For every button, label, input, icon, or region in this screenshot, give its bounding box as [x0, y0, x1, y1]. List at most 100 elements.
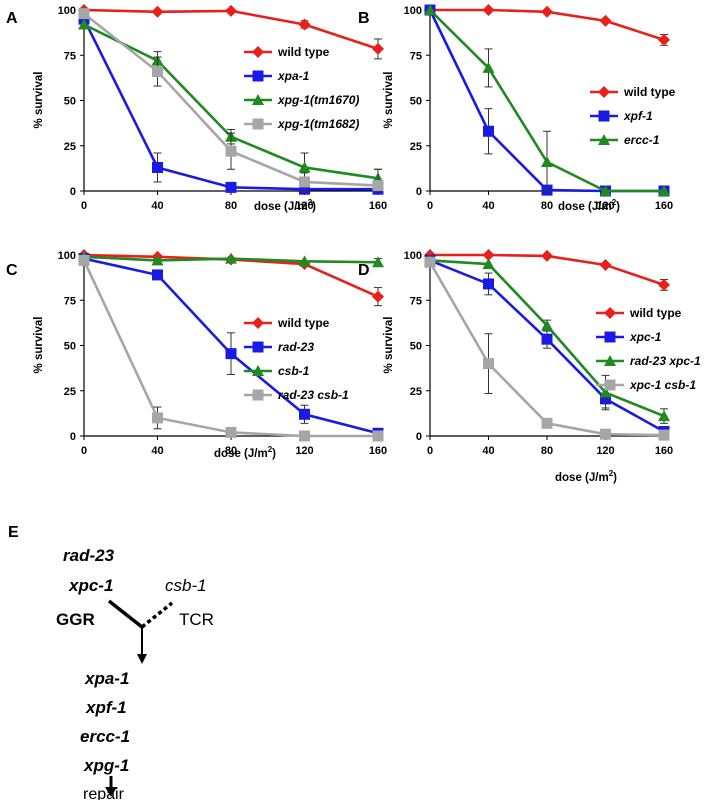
y-tick-label: 100	[404, 5, 422, 17]
y-tick-label: 75	[64, 50, 76, 62]
data-point	[372, 256, 384, 268]
legend-entry: xpc-1 csb-1	[596, 378, 696, 392]
data-point	[372, 290, 384, 303]
data-point	[78, 18, 90, 30]
core-gene-ercc-1: ercc-1	[80, 727, 130, 746]
x-axis-label: dose (J/m2)	[558, 198, 620, 213]
y-axis-label: % survival	[33, 72, 45, 129]
y-tick-label: 75	[410, 295, 422, 307]
legend-label: xpc-1	[629, 330, 662, 344]
chart-panel-a: A 0 25 50 75 100 0 40 80 120 160 % survival dose (J/…	[6, 4, 387, 213]
x-axis-label: dose (J/m2)	[214, 445, 276, 460]
y-tick-label: 50	[64, 96, 76, 108]
y-tick-label: 50	[410, 341, 422, 353]
data-point	[152, 66, 163, 78]
x-tick-label: 80	[541, 445, 553, 457]
data-point	[482, 4, 495, 16]
data-point	[541, 417, 553, 429]
data-point	[78, 254, 90, 266]
tcr-branch-line	[140, 601, 174, 629]
data-point	[599, 14, 612, 27]
ggr-branch-line	[107, 599, 144, 629]
y-tick-label: 50	[410, 96, 422, 108]
data-point	[483, 278, 494, 290]
data-point	[225, 4, 237, 17]
x-tick-label: 120	[295, 200, 313, 212]
data-point	[78, 8, 90, 20]
panel-letter-d: D	[358, 262, 370, 279]
data-point	[152, 269, 163, 281]
data-point	[298, 18, 311, 31]
core-gene-xpa-1: xpa-1	[84, 669, 129, 688]
legend-marker	[252, 365, 264, 376]
y-tick-label: 0	[416, 186, 422, 198]
ggr-gene-rad-23: rad-23	[63, 546, 115, 565]
data-point	[225, 145, 237, 157]
y-axis-label: % survival	[33, 317, 45, 374]
series-xpc-1	[424, 254, 670, 437]
y-tick-label: 75	[64, 295, 76, 307]
series-rad-23-xpc-1	[424, 254, 670, 424]
data-point	[482, 61, 495, 73]
y-tick-label: 0	[416, 431, 422, 443]
series-xpg-1-tm1682-	[78, 8, 384, 192]
legend-label: xpc-1 csb-1	[629, 378, 696, 392]
data-point	[599, 258, 612, 271]
x-tick-label: 120	[596, 445, 614, 457]
x-tick-label: 40	[482, 445, 494, 457]
legend-marker	[598, 134, 610, 145]
y-axis-label: % survival	[383, 317, 395, 374]
data-point	[225, 426, 237, 438]
data-point	[482, 249, 495, 261]
legend-entry: ercc-1	[590, 133, 660, 147]
data-point	[151, 254, 164, 266]
data-point	[541, 319, 553, 331]
legend-label: rad-23	[278, 340, 314, 354]
legend-label: ercc-1	[624, 133, 660, 147]
x-tick-label: 0	[81, 200, 87, 212]
core-arrow-head	[137, 654, 147, 664]
legend-entry: xpa-1	[244, 69, 310, 83]
legend-entry: xpf-1	[590, 109, 653, 123]
legend-label: wild type	[277, 316, 330, 330]
data-point	[658, 410, 670, 422]
x-tick-label: 40	[151, 445, 163, 457]
tcr-gene-csb-1: csb-1	[165, 576, 207, 595]
y-tick-label: 100	[404, 250, 422, 262]
data-point	[299, 408, 310, 420]
legend-label: rad-23 csb-1	[278, 388, 349, 402]
ggr-gene-xpc-1: xpc-1	[68, 576, 113, 595]
series-wild-type	[78, 4, 384, 60]
x-tick-label: 0	[427, 445, 433, 457]
legend-marker	[598, 110, 610, 122]
data-point	[483, 358, 494, 370]
legend-label: wild type	[277, 45, 330, 59]
legend-entry: wild type	[596, 306, 682, 320]
core-gene-xpg-1: xpg-1	[83, 756, 129, 775]
chart-panel-b: B 0 25 50 75 100 0 40 80 120 160 % survival dose (J/…	[358, 4, 676, 213]
legend-marker	[252, 94, 264, 105]
legend-entry: rad-23 csb-1	[244, 388, 349, 402]
data-point	[482, 258, 495, 270]
x-tick-label: 40	[151, 200, 163, 212]
y-tick-label: 25	[410, 386, 422, 398]
legend-entry: xpc-1	[596, 330, 662, 344]
data-point	[298, 161, 311, 173]
repair-arrow-head	[105, 787, 117, 797]
y-tick-label: 50	[64, 341, 76, 353]
series-ercc-1	[424, 4, 670, 196]
data-point	[372, 42, 384, 55]
legend-entry: xpg-1(tm1670)	[244, 93, 359, 107]
x-axis-label: dose (J/m2)	[254, 198, 316, 213]
data-point	[424, 256, 436, 268]
data-point	[658, 429, 670, 441]
data-point	[299, 430, 310, 442]
data-point	[299, 176, 310, 188]
data-point	[152, 412, 163, 424]
outcome-repair: repair	[83, 786, 125, 800]
x-tick-label: 120	[295, 445, 313, 457]
y-tick-label: 25	[410, 141, 422, 153]
y-tick-label: 75	[410, 50, 422, 62]
ggr-label: GGR	[56, 610, 95, 629]
